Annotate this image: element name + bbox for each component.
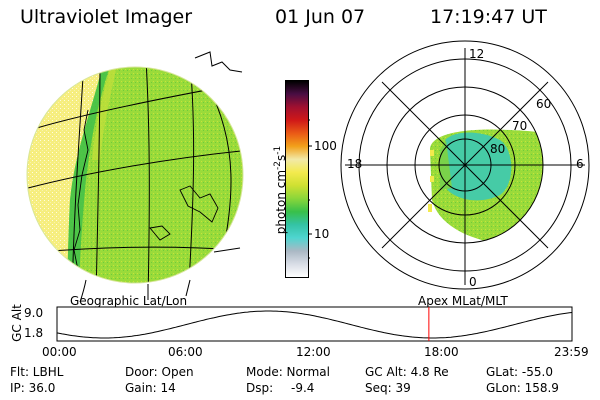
colorbar-tick-10: 10 (314, 227, 330, 241)
orbit-ytick-1.8: 1.8 (24, 326, 44, 340)
colorbar-tick-100: 100 (314, 139, 337, 153)
info-glat: GLat: -55.0 (486, 365, 553, 379)
mlt-label-12: 12 (469, 47, 485, 61)
colorbar (285, 80, 309, 278)
info-flt: Flt: LBHL (10, 365, 64, 379)
instrument-title: Ultraviolet Imager (20, 6, 193, 28)
info-gain: Gain: 14 (125, 381, 176, 395)
info-glon: GLon: 158.9 (486, 381, 559, 395)
info-mode: Mode: Normal (246, 365, 330, 379)
mlt-label-18: 18 (347, 157, 363, 171)
info-dsp-value: -9.4 (291, 381, 315, 395)
date-label: 01 Jun 07 (275, 6, 366, 28)
info-seq: Seq: 39 (365, 381, 411, 395)
info-door: Door: Open (125, 365, 194, 379)
mlt-label-0: 0 (469, 275, 477, 289)
time-label: 17:19:47 UT (430, 6, 547, 28)
info-ip: IP: 36.0 (10, 381, 56, 395)
mlt-label-6: 6 (576, 157, 584, 171)
info-dsp-label: Dsp: (246, 381, 274, 395)
apex-caption: Apex MLat/MLT (418, 294, 508, 308)
info-gcalt: GC Alt: 4.8 Re (365, 365, 449, 379)
colorbar-gradient (286, 81, 308, 277)
orbit-xtick-0: 00:00 (42, 345, 77, 359)
orbit-xtick-1: 06:00 (168, 345, 203, 359)
lat-label-60: 60 (536, 97, 552, 111)
orbit-xtick-3: 18:00 (424, 345, 459, 359)
orbit-ytick-9: 9.0 (24, 306, 44, 320)
orbit-xtick-2: 12:00 (296, 345, 331, 359)
lat-label-70: 70 (512, 119, 528, 133)
orbit-xtick-4: 23:59 (554, 345, 589, 359)
geographic-caption: Geographic Lat/Lon (70, 294, 188, 308)
lat-label-80: 80 (490, 142, 506, 156)
orbit-altitude-curve (56, 310, 573, 339)
